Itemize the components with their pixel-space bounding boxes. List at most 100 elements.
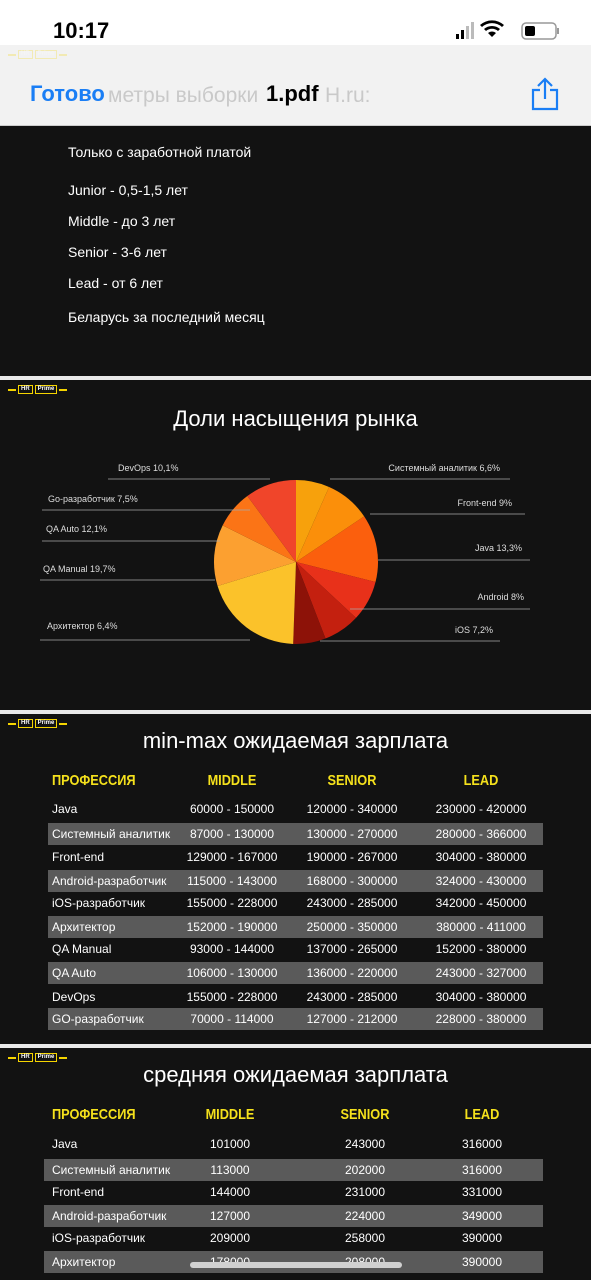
- table-cell: Front-end: [52, 1185, 105, 1199]
- table-cell: 136000 - 220000: [306, 966, 398, 980]
- logo: HR Prime: [8, 719, 67, 728]
- table-cell: 380000 - 411000: [436, 920, 526, 934]
- text-line: Только с заработной платой: [68, 144, 252, 160]
- done-button[interactable]: Готово: [30, 81, 105, 106]
- table-cell: 144000: [209, 1185, 251, 1199]
- pie-slice: [296, 516, 378, 583]
- pie-slice: [296, 562, 376, 618]
- table-cell: 243000 - 285000: [306, 896, 398, 910]
- table-header: LEAD: [463, 772, 499, 789]
- table-cell: 243000 - 327000: [435, 966, 527, 980]
- text-line: Senior - 3-6 лет: [68, 244, 167, 260]
- logo-part: Prime: [34, 1053, 58, 1062]
- table-cell: 230000 - 420000: [435, 802, 527, 816]
- row-bg: [48, 962, 543, 984]
- pie-slice: [293, 562, 326, 644]
- table-cell: 209000: [209, 1231, 251, 1245]
- behind-text: метры выборки: [108, 84, 259, 107]
- table-cell: 87000 - 130000: [189, 827, 275, 841]
- text-line: Беларусь за последний месяц: [68, 309, 265, 325]
- behind-text: H.ru:: [325, 84, 371, 107]
- pie-label: QA Auto 12,1%: [46, 524, 107, 534]
- share-button[interactable]: [530, 76, 562, 112]
- pie-label: Архитектор 6,4%: [47, 621, 118, 631]
- table-cell: 316000: [461, 1137, 503, 1151]
- row-bg: [48, 823, 543, 845]
- pie-chart: Системный аналитик 6,6% Front-end 9% Java …: [40, 463, 530, 644]
- pie-slice: [247, 480, 296, 562]
- table-cell: Front-end: [52, 850, 105, 864]
- table-cell: 152000 - 190000: [186, 920, 278, 934]
- table-cell: 202000: [344, 1163, 386, 1177]
- table-cell: 155000 - 228000: [186, 990, 278, 1004]
- table-cell: 228000 - 380000: [435, 1012, 527, 1026]
- table-cell: Android-разработчик: [52, 1209, 167, 1223]
- table-cell: GO-разработчик: [52, 1012, 144, 1026]
- table-cell: 113000: [210, 1163, 250, 1177]
- table-cell: 127000: [209, 1209, 251, 1223]
- pie-slice: [222, 495, 296, 562]
- table-cell: Java: [52, 802, 78, 816]
- table-header: ПРОФЕССИЯ: [52, 772, 136, 789]
- logo-hr: HR: [18, 50, 33, 59]
- table-cell: Системный аналитик: [52, 1163, 171, 1177]
- table-cell: QA Manual: [52, 942, 112, 956]
- text-line: Middle - до 3 лет: [68, 213, 176, 229]
- table-cell: iOS-разработчик: [52, 1231, 146, 1245]
- row-bg: [48, 916, 543, 938]
- table-header: MIDDLE: [205, 1106, 255, 1123]
- chart-title: Доли насыщения рынка: [173, 406, 418, 431]
- table-cell: 60000 - 150000: [189, 802, 275, 816]
- table-cell: 250000 - 350000: [306, 920, 398, 934]
- row-bg: [44, 1205, 543, 1227]
- row-bg: [44, 1159, 543, 1181]
- table-cell: iOS-разработчик: [52, 896, 146, 910]
- table-title: min-max ожидаемая зарплата: [142, 728, 449, 753]
- table-cell: 331000: [461, 1185, 503, 1199]
- table-cell: QA Auto: [52, 966, 97, 980]
- table-cell: 155000 - 228000: [186, 896, 278, 910]
- pie-label: Android 8%: [477, 592, 524, 602]
- pie-label: DevOps 10,1%: [118, 463, 179, 473]
- table-cell: 390000: [461, 1231, 503, 1245]
- text-line: Lead - от 6 лет: [68, 275, 163, 291]
- table-header: SENIOR: [340, 1106, 390, 1123]
- table-header: MIDDLE: [207, 772, 257, 789]
- status-time: 10:17: [53, 18, 110, 43]
- table-cell: 120000 - 340000: [306, 802, 398, 816]
- row-bg: [48, 1008, 543, 1030]
- pie-label: Java 13,3%: [475, 543, 522, 553]
- table-cell: 243000 - 285000: [306, 990, 398, 1004]
- pie-slice: [296, 480, 330, 562]
- logo-faded: HR Prime: [8, 50, 67, 59]
- pie-label: Front-end 9%: [457, 498, 512, 508]
- pie-slice: [296, 562, 356, 639]
- logo: HR Prime: [8, 1053, 67, 1062]
- table-cell: Java: [52, 1137, 78, 1151]
- table-cell: 115000 - 143000: [187, 874, 277, 888]
- table-cell: 130000 - 270000: [306, 827, 398, 841]
- table-cell: 243000: [344, 1137, 386, 1151]
- table-header: LEAD: [464, 1106, 500, 1123]
- row-bg: [48, 870, 543, 892]
- home-indicator: [190, 1262, 402, 1268]
- table-cell: 93000 - 144000: [189, 942, 275, 956]
- logo-part: Prime: [34, 385, 58, 394]
- pie-label: Системный аналитик 6,6%: [388, 463, 500, 473]
- table-cell: 224000: [344, 1209, 386, 1223]
- table-cell: 70000 - 114000: [190, 1012, 274, 1026]
- table-cell: 258000: [344, 1231, 386, 1245]
- table-cell: Android-разработчик: [52, 874, 167, 888]
- table-cell: 349000: [461, 1209, 503, 1223]
- logo-part: Prime: [34, 719, 58, 728]
- table-cell: 324000 - 430000: [435, 874, 527, 888]
- nav-title: 1.pdf: [266, 81, 319, 106]
- pie-slice: [296, 486, 365, 562]
- table-cell: Системный аналитик: [52, 827, 171, 841]
- logo-prime: Prime: [34, 50, 58, 59]
- table-cell: 316000: [461, 1163, 503, 1177]
- pie-label: QA Manual 19,7%: [43, 564, 116, 574]
- table-title: средняя ожидаемая зарплата: [143, 1062, 448, 1087]
- table-cell: Архитектор: [52, 920, 116, 934]
